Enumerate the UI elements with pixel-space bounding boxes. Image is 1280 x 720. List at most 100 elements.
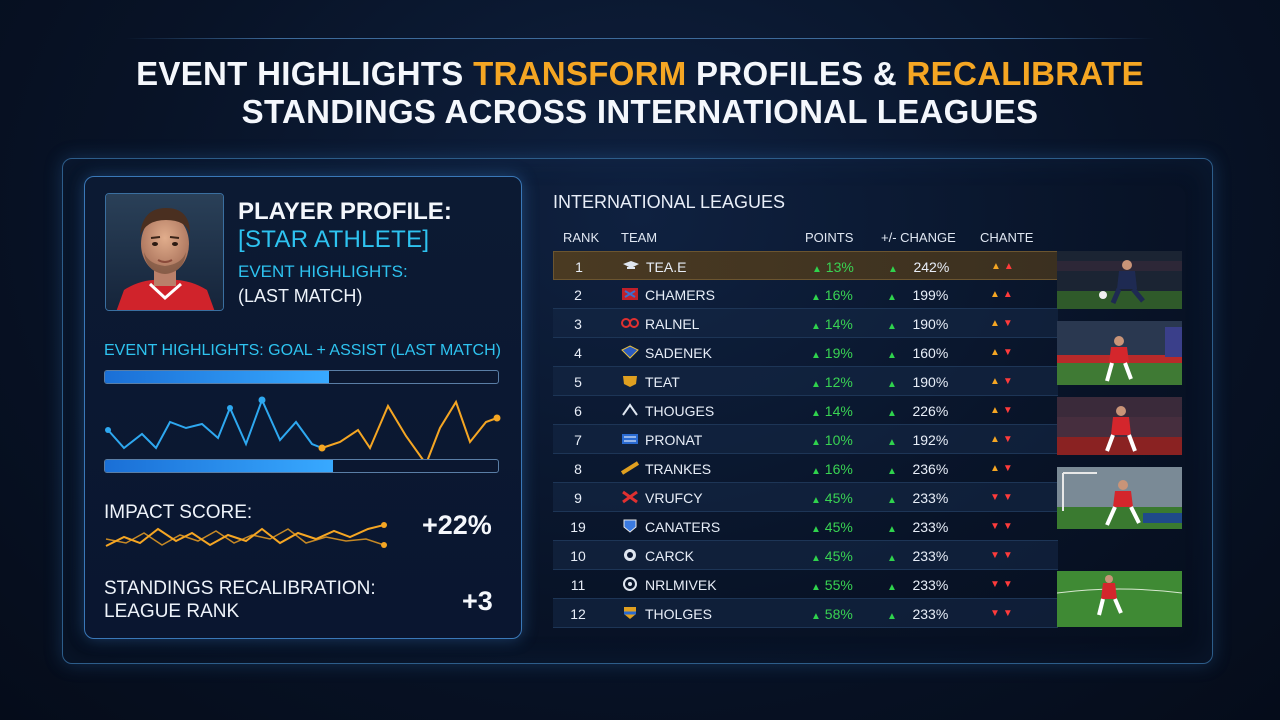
rank-cell: 9 [574, 490, 582, 506]
trend-arrows-icon: ▲▼ [990, 434, 1016, 445]
points-cell: ▲ 14% [811, 316, 853, 332]
team-logo-icon [621, 374, 639, 388]
trend-up-icon: ▲ [811, 611, 821, 622]
performance-sparkline [105, 396, 501, 467]
team-name-cell: CANATERS [645, 519, 721, 535]
team-name-cell: SADENEK [645, 345, 712, 361]
table-row[interactable]: 12 THOLGES ▲ 58% ▲ 233% ▼▼ [553, 599, 1058, 628]
points-cell: ▲ 16% [811, 461, 853, 477]
column-header-team[interactable]: TEAM [621, 230, 658, 245]
points-cell: ▲ 45% [811, 490, 853, 506]
table-row[interactable]: 3 RALNEL ▲ 14% ▲ 190% ▲▼ [553, 309, 1058, 338]
trend-up-icon: ▲ [811, 350, 821, 361]
trend-up-icon: ▲ [811, 524, 821, 535]
rank-cell: 11 [570, 577, 586, 593]
rank-cell: 8 [574, 461, 582, 477]
trend-up-icon: ▲ [811, 466, 821, 477]
table-row[interactable]: 6 THOUGES ▲ 14% ▲ 226% ▲▼ [553, 396, 1058, 425]
trend-arrows-icon: ▼▼ [990, 550, 1016, 561]
trend-up-icon: ▲ [887, 611, 897, 622]
leagues-table-title: INTERNATIONAL LEAGUES [553, 192, 786, 212]
column-header-change[interactable]: +/- CHANGE [881, 230, 956, 245]
trend-up-icon: ▲ [887, 379, 897, 390]
team-name-cell: CARCK [645, 548, 695, 564]
rank-cell: 7 [574, 432, 582, 448]
highlight-thumbnail[interactable] [1057, 251, 1182, 309]
table-row[interactable]: 7 PRONAT ▲ 10% ▲ 192% ▲▼ [553, 425, 1058, 454]
change-cell: ▲ 190% [887, 316, 949, 332]
trend-up-icon: ▲ [887, 553, 897, 564]
table-row[interactable]: 8 TRANKES ▲ 16% ▲ 236% ▲▼ [553, 454, 1058, 483]
column-header-trend[interactable]: CHANTE [980, 230, 1034, 245]
points-cell: ▲ 45% [811, 519, 853, 535]
highlight-thumbnail[interactable] [1057, 397, 1182, 455]
team-name-cell: VRUFCY [645, 490, 703, 506]
trend-arrows-icon: ▲▲ [990, 289, 1016, 300]
dashboard-frame [62, 158, 1213, 664]
rank-cell: 19 [570, 519, 586, 535]
trend-up-icon: ▲ [887, 582, 897, 593]
change-cell: ▲ 192% [887, 432, 949, 448]
trend-up-icon: ▲ [811, 379, 821, 390]
trend-up-icon: ▲ [887, 321, 897, 332]
trend-arrows-icon: ▼▼ [990, 492, 1016, 503]
trend-up-icon: ▲ [811, 408, 821, 419]
table-row[interactable]: 19 CANATERS ▲ 45% ▲ 233% ▼▼ [553, 512, 1058, 541]
rank-cell: 3 [574, 316, 582, 332]
headline-line2: STANDINGS ACROSS INTERNATIONAL LEAGUES [241, 93, 1039, 130]
headline-highlight: RECALIBRATE [906, 55, 1144, 92]
highlight-thumbnail[interactable] [1057, 571, 1182, 627]
trend-arrows-icon: ▲▼ [990, 347, 1016, 358]
rank-cell: 6 [574, 403, 582, 419]
team-logo-icon [621, 606, 639, 620]
table-row[interactable]: 2 CHAMERS ▲ 16% ▲ 199% ▲▲ [553, 280, 1058, 309]
trend-up-icon: ▲ [887, 437, 897, 448]
table-row[interactable]: 4 SADENEK ▲ 19% ▲ 160% ▲▼ [553, 338, 1058, 367]
trend-up-icon: ▲ [888, 264, 898, 275]
team-name-cell: RALNEL [645, 316, 700, 332]
table-row[interactable]: 10 CARCK ▲ 45% ▲ 233% ▼▼ [553, 541, 1058, 570]
trend-up-icon: ▲ [811, 495, 821, 506]
table-row[interactable]: 5 TEAT ▲ 12% ▲ 190% ▲▼ [553, 367, 1058, 396]
team-logo-icon [621, 316, 639, 330]
highlight-thumbnail[interactable] [1057, 467, 1182, 529]
highlight-thumbnail[interactable] [1057, 321, 1182, 385]
team-logo-icon [621, 548, 639, 562]
impact-progress-fill [105, 460, 333, 472]
table-header: RANK TEAM POINTS +/- CHANGE CHANTE [553, 230, 1058, 246]
headline-highlight: TRANSFORM [473, 55, 687, 92]
player-avatar[interactable] [105, 193, 224, 311]
points-cell: ▲ 55% [811, 577, 853, 593]
column-header-points[interactable]: POINTS [805, 230, 854, 245]
impact-score-value: +22% [422, 510, 492, 540]
team-logo-icon [621, 403, 639, 417]
change-cell: ▲ 233% [887, 577, 949, 593]
page-headline: EVENT HIGHLIGHTS TRANSFORM PROFILES & RE… [0, 55, 1280, 131]
table-row[interactable]: 9 VRUFCY ▲ 45% ▲ 233% ▼▼ [553, 483, 1058, 512]
column-header-rank[interactable]: RANK [563, 230, 600, 245]
change-cell: ▲ 233% [887, 548, 949, 564]
points-cell: ▲ 14% [811, 403, 853, 419]
table-row[interactable]: 1 TEA.E ▲ 13% ▲ 242% ▲▲ [553, 251, 1058, 280]
event-progress-bar [104, 370, 499, 384]
team-name-cell: THOUGES [645, 403, 715, 419]
event-highlights-sub: (LAST MATCH) [238, 286, 363, 306]
table-row[interactable]: 11 NRLMIVEK ▲ 55% ▲ 233% ▼▼ [553, 570, 1058, 599]
trend-arrows-icon: ▼▼ [990, 521, 1016, 532]
team-name-cell: TEAT [645, 374, 680, 390]
trend-up-icon: ▲ [887, 350, 897, 361]
rank-cell: 2 [574, 287, 582, 303]
trend-up-icon: ▲ [887, 466, 897, 477]
trend-up-icon: ▲ [811, 553, 821, 564]
player-name[interactable]: [STAR ATHLETE] [238, 226, 430, 253]
standings-recalibration-label: STANDINGS RECALIBRATION: LEAGUE RANK [104, 578, 376, 622]
trend-up-icon: ▲ [887, 408, 897, 419]
rank-cell: 1 [575, 259, 583, 275]
points-cell: ▲ 16% [811, 287, 853, 303]
trend-up-icon: ▲ [887, 292, 897, 303]
team-name-cell: TEA.E [646, 259, 687, 275]
trend-up-icon: ▲ [811, 292, 821, 303]
trend-arrows-icon: ▼▼ [990, 608, 1016, 619]
trend-arrows-icon: ▲▼ [990, 463, 1016, 474]
team-logo-icon [621, 287, 639, 301]
